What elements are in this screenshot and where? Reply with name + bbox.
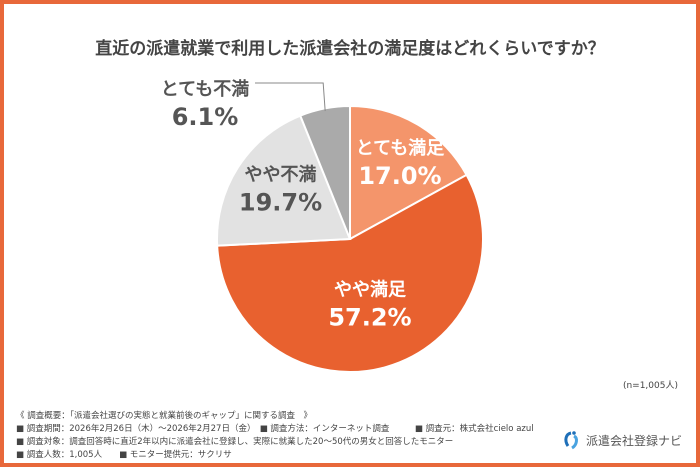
slice-value-label: 19.7% <box>239 189 322 217</box>
slice-label: とても満足 <box>356 137 445 159</box>
note-line: ■ 調査人数：1,005人 ■ モニター提供元：サクリサ <box>16 450 232 460</box>
chart-title: 直近の派遣就業で利用した派遣会社の満足度はどれくらいですか？ <box>95 39 605 59</box>
slice-label: とても不満 <box>161 78 250 100</box>
note-line: ■ 調査期間：2026年2月26日（木）～2026年2月27日（金） ■ 調査方… <box>16 424 534 434</box>
logo-icon <box>564 431 578 450</box>
slice-label: やや不満 <box>245 164 317 186</box>
sample-size: (n=1,005人) <box>622 381 678 391</box>
slice-value-label: 57.2% <box>328 303 411 331</box>
note-line: ■ 調査対象：調査回答時に直近2年以内に派遣会社に登録し、実際に就業した20～5… <box>16 437 454 447</box>
pie-slice <box>216 173 484 373</box>
pie-slice <box>349 104 468 241</box>
logo-text: 派遣会社登録ナビ <box>586 433 683 448</box>
slice-label: やや満足 <box>334 278 406 300</box>
note-line: 《 調査概要：「派遣会社選びの実態と就業前後のギャップ」に関する調査 》 <box>16 411 312 421</box>
logo: 派遣会社登録ナビ <box>562 430 682 450</box>
slice-value-label: 17.0% <box>358 162 441 190</box>
slice-value-label: 6.1% <box>172 103 239 131</box>
pie-slice <box>216 114 352 247</box>
leader-line <box>255 82 326 112</box>
survey-notes: 《 調査概要：「派遣会社選びの実態と就業前後のギャップ」に関する調査 》 ■ 調… <box>16 410 534 462</box>
